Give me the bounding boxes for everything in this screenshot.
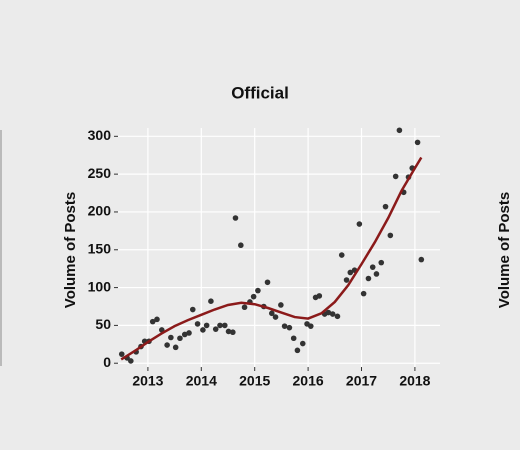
point [329, 311, 336, 317]
point [414, 139, 421, 146]
point [268, 310, 275, 317]
y-tick-label: 300 [88, 127, 112, 143]
point [212, 326, 219, 332]
point [343, 277, 350, 283]
neighbor-y-axis-label: Volume of Posts [496, 192, 513, 308]
point [418, 256, 425, 263]
point [356, 221, 363, 227]
point [294, 347, 301, 354]
point [168, 334, 174, 341]
point [149, 318, 156, 325]
trend-line [120, 156, 423, 361]
point [325, 309, 332, 316]
x-tick-label: 2014 [186, 373, 217, 389]
point [369, 264, 376, 270]
point [164, 342, 170, 348]
point [128, 358, 134, 364]
point [264, 279, 271, 286]
point [186, 330, 192, 336]
point [299, 340, 306, 347]
point [232, 215, 239, 221]
point [278, 302, 284, 308]
y-tick-label: 100 [88, 278, 112, 294]
y-tick-label: 0 [103, 354, 111, 370]
point [217, 322, 223, 329]
point [194, 321, 201, 327]
point [290, 335, 297, 342]
point [177, 335, 183, 342]
point [208, 298, 214, 304]
point [347, 269, 354, 276]
point [230, 329, 236, 336]
chart-title: Official [231, 83, 289, 102]
point [316, 293, 323, 299]
point [118, 351, 125, 357]
point [378, 259, 385, 266]
point [272, 314, 279, 320]
point [181, 331, 188, 338]
point [203, 322, 210, 329]
point [154, 316, 160, 323]
x-tick-label: 2013 [132, 373, 163, 389]
y-tick-label: 50 [95, 316, 111, 332]
point [250, 293, 257, 300]
x-tick-label: 2018 [399, 373, 430, 389]
point [334, 313, 341, 320]
x-tick-label: 2015 [239, 373, 270, 389]
point [241, 304, 248, 311]
point [338, 252, 345, 258]
y-tick-label: 250 [88, 165, 112, 181]
point [373, 271, 380, 277]
point [172, 344, 179, 351]
point [382, 203, 389, 210]
point [225, 328, 232, 335]
point [286, 324, 293, 331]
x-tick-label: 2017 [346, 373, 377, 389]
point [387, 232, 394, 239]
point [221, 322, 228, 329]
y-axis-label: Volume of Posts [62, 192, 79, 308]
point [255, 287, 261, 294]
point [189, 306, 196, 313]
point [238, 242, 244, 249]
point [307, 323, 314, 329]
y-tick-label: 200 [88, 203, 112, 219]
point [365, 275, 372, 282]
point [200, 327, 206, 333]
x-tick-label: 2016 [293, 373, 324, 389]
point [281, 323, 288, 329]
point [360, 290, 367, 297]
y-tick-label: 150 [88, 240, 112, 256]
point [396, 127, 403, 134]
point [392, 173, 399, 180]
